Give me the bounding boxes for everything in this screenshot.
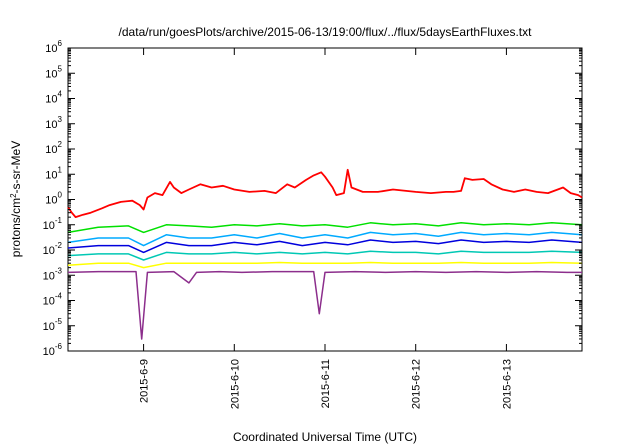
series-line [67, 222, 583, 234]
x-axis-label: Coordinated Universal Time (UTC) [233, 430, 417, 444]
y-tick-label: 106 [45, 39, 62, 55]
x-tick-label: 2015-6-13 [501, 359, 513, 409]
y-axis: 10-6 10-5 10-4 10-3 10-2 10-1 100 101 102 103 104 1… [43, 39, 582, 358]
x-axis: 2015-6-9 2015-6-10 2015-6-11 2015-6-12 2015-… [139, 48, 513, 409]
x-tick-label: 2015-6-11 [320, 359, 332, 408]
y-tick-label: 10-1 [43, 216, 63, 232]
chart-title: /data/run/goesPlots/archive/2015-06-13/1… [119, 25, 533, 39]
y-tick-label: 10-3 [43, 266, 63, 282]
y-axis-label: protons/cm2-s-sr-MeV [9, 141, 23, 257]
series-line [67, 239, 583, 254]
y-tick-label: 102 [45, 140, 62, 156]
series-line [67, 270, 582, 340]
x-tick-label: 2015-6-10 [229, 359, 241, 409]
y-tick-label: 103 [45, 115, 62, 131]
series-line [67, 168, 583, 219]
y-tick-label: 101 [45, 165, 62, 181]
x-tick-label: 2015-6-12 [411, 359, 423, 409]
y-tick-label: 10-5 [43, 317, 63, 333]
y-tick-label: 10-6 [43, 342, 63, 358]
y-tick-label: 105 [45, 64, 62, 80]
y-tick-label: 100 [45, 191, 62, 207]
series-line [67, 250, 583, 261]
series-layer [67, 168, 583, 340]
y-tick-label: 10-2 [43, 241, 63, 257]
x-tick-label: 2015-6-9 [139, 359, 151, 403]
y-tick-label: 104 [45, 90, 62, 106]
y-tick-label: 10-4 [43, 292, 63, 308]
series-line [67, 261, 583, 269]
series-line [67, 231, 583, 247]
